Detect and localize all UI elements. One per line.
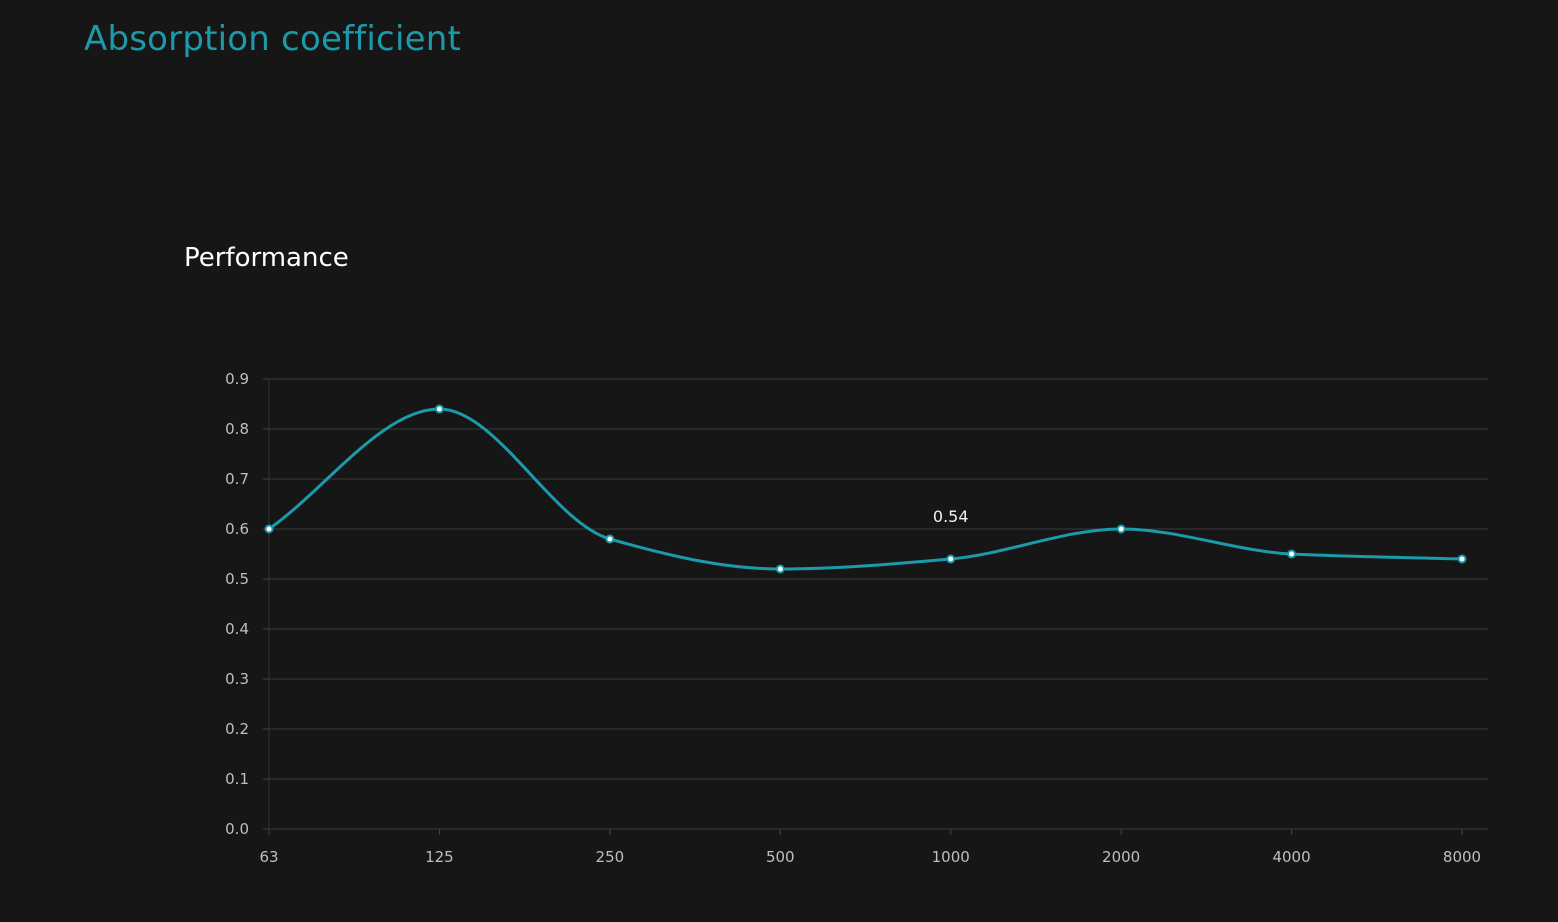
annotations: 0.54	[933, 507, 969, 526]
data-point[interactable]	[946, 554, 956, 564]
data-point[interactable]	[1457, 554, 1467, 564]
data-point[interactable]	[434, 404, 444, 414]
y-tick-label: 0.2	[225, 720, 249, 738]
x-tick-label: 125	[425, 848, 454, 866]
data-point[interactable]	[1116, 524, 1126, 534]
gridlines	[269, 378, 1488, 830]
y-tick-label: 0.0	[225, 820, 249, 838]
x-tick-labels: 63 125 250 500 1000 2000 4000 8000	[259, 848, 1481, 866]
x-tick-label: 63	[259, 848, 278, 866]
y-tick-label: 0.6	[225, 520, 249, 538]
x-tick-label: 500	[766, 848, 795, 866]
y-tick-label: 0.1	[225, 770, 249, 788]
y-tick-label: 0.8	[225, 420, 249, 438]
data-point[interactable]	[264, 524, 274, 534]
data-points	[264, 404, 1467, 574]
x-tick-label: 4000	[1272, 848, 1310, 866]
axes	[263, 378, 1463, 835]
y-tick-label: 0.9	[225, 370, 249, 388]
x-tick-label: 8000	[1443, 848, 1481, 866]
data-point[interactable]	[1287, 549, 1297, 559]
x-tick-label: 2000	[1102, 848, 1140, 866]
series-group	[267, 407, 1464, 571]
x-tick-label: 250	[596, 848, 625, 866]
y-tick-label: 0.4	[225, 620, 249, 638]
y-tick-label: 0.7	[225, 470, 249, 488]
page-title: Absorption coefficient	[84, 19, 461, 59]
data-point[interactable]	[775, 564, 785, 574]
series-line	[267, 407, 1464, 571]
y-tick-label: 0.3	[225, 670, 249, 688]
x-tick-label: 1000	[932, 848, 970, 866]
data-point[interactable]	[605, 534, 615, 544]
y-tick-labels: 0.0 0.1 0.2 0.3 0.4 0.5 0.6 0.7 0.8 0.9	[225, 370, 249, 838]
chart-title: Performance	[184, 243, 349, 273]
data-label: 0.54	[933, 507, 969, 526]
y-tick-label: 0.5	[225, 570, 249, 588]
